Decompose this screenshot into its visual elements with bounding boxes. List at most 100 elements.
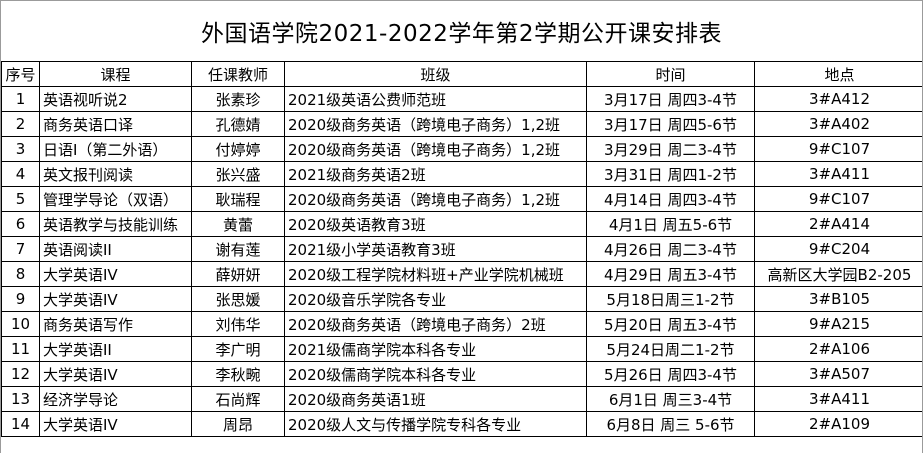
table-row: 3 日语I（第二外语） 付婷婷 2020级商务英语（跨境电子商务）1,2班 3月29日 … — [1, 136, 922, 162]
cell-course: 英文报刊阅读 — [39, 161, 192, 187]
cell-location: 3#A412 — [754, 86, 922, 112]
table-body: 1 英语视听说2 张素珍 2021级英语公费师范班 3月17日 周四3-4节 3#A412… — [1, 86, 922, 437]
cell-time: 5月20日 周五3-4节 — [586, 311, 755, 337]
table-row: 6 英语教学与技能训练 黄蕾 2020级英语教育3班 4月1日 周五5-6节 2#A414 — [1, 211, 922, 237]
cell-index: 10 — [1, 311, 40, 337]
table-row: 1 英语视听说2 张素珍 2021级英语公费师范班 3月17日 周四3-4节 3#A412 — [1, 86, 922, 112]
cell-class: 2020级工程学院材料班+产业学院机械班 — [284, 261, 587, 287]
cell-index: 9 — [1, 286, 40, 312]
cell-index: 2 — [1, 111, 40, 137]
page-title: 外国语学院2021-2022学年第2学期公开课安排表 — [201, 21, 722, 47]
column-header-class: 班级 — [284, 61, 587, 87]
cell-class: 2020级音乐学院各专业 — [284, 286, 587, 312]
cell-course: 大学英语IV — [39, 286, 192, 312]
cell-teacher: 谢有莲 — [191, 236, 285, 262]
cell-class: 2020级人文与传播学院专科各专业 — [284, 411, 587, 437]
cell-index: 1 — [1, 86, 40, 112]
cell-time: 6月1日 周三3-4节 — [586, 386, 755, 412]
column-header-location: 地点 — [754, 61, 922, 87]
cell-time: 3月29日 周二3-4节 — [586, 136, 755, 162]
cell-course: 大学英语IV — [39, 411, 192, 437]
cell-teacher: 刘伟华 — [191, 311, 285, 337]
cell-index: 5 — [1, 186, 40, 212]
cell-teacher: 张素珍 — [191, 86, 285, 112]
cell-class: 2021级英语公费师范班 — [284, 86, 587, 112]
cell-location: 2#A106 — [754, 336, 922, 362]
cell-index: 6 — [1, 211, 40, 237]
cell-time: 3月17日 周四3-4节 — [586, 86, 755, 112]
cell-teacher: 耿瑞程 — [191, 186, 285, 212]
cell-time: 6月8日 周三 5-6节 — [586, 411, 755, 437]
cell-index: 14 — [1, 411, 40, 437]
cell-time: 5月24日周二1-2节 — [586, 336, 755, 362]
cell-class: 2020级商务英语（跨境电子商务）1,2班 — [284, 186, 587, 212]
cell-teacher: 张兴盛 — [191, 161, 285, 187]
header-row: 序号 课程 任课教师 班级 时间 地点 — [1, 61, 922, 87]
table-row: 4 英文报刊阅读 张兴盛 2021级商务英语2班 3月31日 周四1-2节 3#A411 — [1, 161, 922, 187]
cell-index: 12 — [1, 361, 40, 387]
column-header-time: 时间 — [586, 61, 755, 87]
table-row: 9 大学英语IV 张思媛 2020级音乐学院各专业 5月18日周三1-2节 3#B105 — [1, 286, 922, 312]
table-row: 13 经济学导论 石尚辉 2020级商务英语1班 6月1日 周三3-4节 3#A411 — [1, 386, 922, 412]
cell-time: 4月14日 周四3-4节 — [586, 186, 755, 212]
cell-course: 商务英语口译 — [39, 111, 192, 137]
cell-location: 高新区大学园B2-205 — [754, 261, 922, 287]
cell-location: 9#C107 — [754, 136, 922, 162]
cell-class: 2020级商务英语1班 — [284, 386, 587, 412]
table-row: 11 大学英语II 李广明 2021级儒商学院本科各专业 5月24日周二1-2节 2#A1… — [1, 336, 922, 362]
cell-index: 13 — [1, 386, 40, 412]
table-row: 12 大学英语IV 李秋畹 2020级儒商学院本科各专业 5月26日 周四3-4节 3#A… — [1, 361, 922, 387]
cell-location: 2#A109 — [754, 411, 922, 437]
cell-index: 3 — [1, 136, 40, 162]
cell-teacher: 周昂 — [191, 411, 285, 437]
cell-index: 8 — [1, 261, 40, 287]
cell-course: 英语视听说2 — [39, 86, 192, 112]
cell-location: 9#A215 — [754, 311, 922, 337]
cell-class: 2021级小学英语教育3班 — [284, 236, 587, 262]
table-row: 2 商务英语口译 孔德婧 2020级商务英语（跨境电子商务）1,2班 3月17日 周四5… — [1, 111, 922, 137]
cell-class: 2020级商务英语（跨境电子商务）1,2班 — [284, 136, 587, 162]
cell-location: 3#A402 — [754, 111, 922, 137]
cell-class: 2020级商务英语（跨境电子商务）1,2班 — [284, 111, 587, 137]
cell-location: 3#A411 — [754, 386, 922, 412]
cell-time: 3月17日 周四5-6节 — [586, 111, 755, 137]
table-row: 5 管理学导论（双语） 耿瑞程 2020级商务英语（跨境电子商务）1,2班 4月14日 … — [1, 186, 922, 212]
cell-class: 2020级商务英语（跨境电子商务）2班 — [284, 311, 587, 337]
cell-time: 3月31日 周四1-2节 — [586, 161, 755, 187]
cell-course: 日语I（第二外语） — [39, 136, 192, 162]
cell-location: 3#A507 — [754, 361, 922, 387]
cell-time: 4月26日 周二3-4节 — [586, 236, 755, 262]
cell-location: 9#C107 — [754, 186, 922, 212]
cell-teacher: 张思媛 — [191, 286, 285, 312]
cell-time: 4月29日 周五3-4节 — [586, 261, 755, 287]
cell-class: 2021级商务英语2班 — [284, 161, 587, 187]
cell-index: 4 — [1, 161, 40, 187]
cell-time: 5月18日周三1-2节 — [586, 286, 755, 312]
table-row: 7 英语阅读II 谢有莲 2021级小学英语教育3班 4月26日 周二3-4节 9#C20… — [1, 236, 922, 262]
cell-teacher: 李广明 — [191, 336, 285, 362]
cell-course: 大学英语II — [39, 336, 192, 362]
cell-class: 2020级英语教育3班 — [284, 211, 587, 237]
cell-teacher: 薛妍妍 — [191, 261, 285, 287]
table-row: 8 大学英语IV 薛妍妍 2020级工程学院材料班+产业学院机械班 4月29日 周五3-… — [1, 261, 922, 287]
column-header-index: 序号 — [1, 61, 40, 87]
cell-teacher: 石尚辉 — [191, 386, 285, 412]
cell-course: 大学英语IV — [39, 261, 192, 287]
column-header-course: 课程 — [39, 61, 192, 87]
cell-teacher: 付婷婷 — [191, 136, 285, 162]
cell-class: 2020级儒商学院本科各专业 — [284, 361, 587, 387]
cell-course: 管理学导论（双语） — [39, 186, 192, 212]
cell-location: 2#A414 — [754, 211, 922, 237]
cell-teacher: 李秋畹 — [191, 361, 285, 387]
cell-location: 3#A411 — [754, 161, 922, 187]
cell-course: 英语阅读II — [39, 236, 192, 262]
cell-teacher: 黄蕾 — [191, 211, 285, 237]
cell-index: 7 — [1, 236, 40, 262]
cell-course: 经济学导论 — [39, 386, 192, 412]
cell-time: 4月1日 周五5-6节 — [586, 211, 755, 237]
cell-course: 英语教学与技能训练 — [39, 211, 192, 237]
cell-time: 5月26日 周四3-4节 — [586, 361, 755, 387]
column-header-teacher: 任课教师 — [191, 61, 285, 87]
cell-class: 2021级儒商学院本科各专业 — [284, 336, 587, 362]
